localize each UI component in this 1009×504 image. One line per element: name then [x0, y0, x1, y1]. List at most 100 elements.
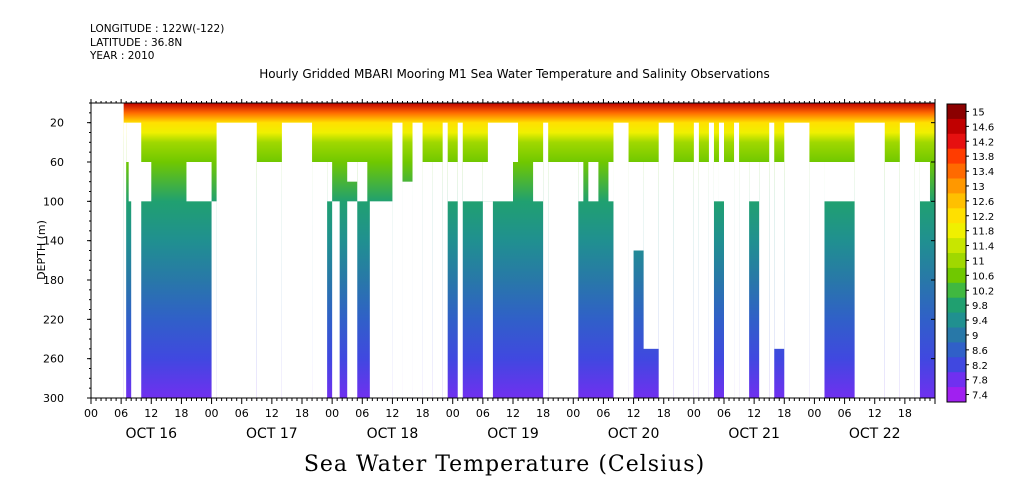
missing-data-block — [281, 122, 313, 399]
colorbar-swatch — [947, 163, 966, 179]
x-tick-label: 12 — [385, 407, 399, 420]
colorbar-swatch — [947, 133, 966, 150]
colorbar-swatch — [947, 208, 966, 224]
colorbar-swatch — [947, 312, 966, 328]
missing-data-block — [693, 122, 699, 399]
missing-data-block — [422, 162, 433, 398]
missing-data-block — [369, 201, 393, 398]
missing-data-block — [673, 162, 694, 398]
colorbar-swatch — [947, 118, 966, 135]
missing-data-block — [186, 162, 212, 202]
y-tick-label: 140 — [43, 235, 64, 248]
missing-data-block — [442, 122, 448, 399]
chart-title: Hourly Gridded MBARI Mooring M1 Sea Wate… — [259, 67, 770, 81]
missing-data-block — [628, 250, 634, 398]
missing-data-block — [718, 122, 724, 202]
x-day-label: OCT 17 — [246, 426, 298, 442]
colorbar-swatch — [947, 104, 966, 120]
missing-data-block — [588, 162, 599, 202]
missing-data-block — [392, 122, 403, 399]
missing-data-block — [211, 201, 217, 398]
missing-data-block — [131, 162, 142, 398]
missing-data-block — [548, 162, 579, 398]
missing-data-block — [749, 162, 760, 202]
latitude-label: LATITUDE : 36.8N — [90, 37, 183, 49]
x-tick-label: 00 — [446, 407, 460, 420]
missing-data-block — [312, 162, 328, 398]
colorbar-swatch — [947, 297, 966, 314]
missing-data-block — [457, 122, 463, 399]
colorbar-label: 11.4 — [972, 242, 994, 253]
missing-data-block — [123, 122, 127, 399]
colorbar-label: 9.4 — [972, 316, 988, 327]
missing-data-block — [332, 201, 340, 398]
x-tick-label: 18 — [295, 407, 309, 420]
y-tick-label: 300 — [43, 392, 64, 405]
missing-data-block — [347, 162, 358, 182]
missing-data-block — [854, 122, 885, 399]
colorbar-swatch — [947, 223, 966, 239]
x-day-label: OCT 20 — [608, 426, 660, 442]
missing-data-block — [462, 162, 483, 202]
missing-data-block — [734, 122, 740, 399]
colorbar-label: 11.8 — [972, 227, 994, 238]
colorbar-label: 9.8 — [972, 301, 988, 312]
x-tick-label: 18 — [416, 407, 430, 420]
colorbar-frame — [946, 103, 967, 403]
missing-data-block — [216, 122, 257, 399]
missing-data-block — [774, 162, 785, 349]
colorbar-swatch — [947, 193, 966, 209]
x-day-label: OCT 16 — [125, 426, 177, 442]
colorbar-label: 9 — [972, 331, 978, 342]
x-tick-label: 00 — [807, 407, 821, 420]
colorbar-swatch — [947, 178, 966, 194]
colorbar-label: 14.2 — [972, 137, 994, 148]
x-tick-label: 18 — [898, 407, 912, 420]
missing-data-block — [327, 162, 333, 202]
x-tick-label: 00 — [566, 407, 580, 420]
colorbar-label: 10.2 — [972, 286, 994, 297]
x-day-label: OCT 18 — [367, 426, 419, 442]
x-day-label: OCT 21 — [728, 426, 780, 442]
missing-data-block — [128, 162, 152, 202]
colorbar-label: 12.2 — [972, 212, 994, 223]
missing-data-block — [759, 162, 770, 398]
missing-data-block — [256, 162, 282, 398]
colorbar-label: 8.2 — [972, 361, 988, 372]
colorbar-label: 12.6 — [972, 197, 994, 208]
colorbar-label: 8.6 — [972, 346, 988, 357]
colorbar-label: 11 — [972, 256, 985, 267]
missing-data-layer — [91, 103, 930, 399]
colorbar-swatch — [947, 253, 966, 269]
colorbar-swatch — [947, 342, 966, 358]
y-tick-label: 100 — [43, 195, 64, 208]
missing-data-block — [347, 201, 358, 398]
x-tick-label: 06 — [838, 407, 852, 420]
missing-data-block — [784, 122, 810, 399]
colorbar-swatch — [947, 267, 966, 284]
missing-data-block — [658, 122, 674, 399]
x-day-label: OCT 19 — [487, 426, 539, 442]
variable-title: Sea Water Temperature (Celsius) — [303, 452, 706, 477]
missing-data-block — [914, 162, 920, 398]
y-tick-label: 260 — [43, 353, 64, 366]
missing-data-block — [482, 201, 493, 398]
colorbar-swatch — [947, 387, 966, 403]
missing-data-block — [698, 162, 709, 398]
x-tick-label: 18 — [777, 407, 791, 420]
missing-data-block — [543, 122, 549, 399]
missing-data-block — [628, 162, 644, 251]
x-tick-label: 06 — [114, 407, 128, 420]
missing-data-block — [91, 103, 124, 398]
x-tick-label: 00 — [84, 407, 98, 420]
y-tick-label: 180 — [43, 274, 64, 287]
colorbar-swatch — [947, 357, 966, 373]
missing-data-block — [482, 162, 513, 202]
y-tick-label: 60 — [50, 156, 64, 169]
missing-data-block — [126, 122, 142, 162]
x-tick-label: 12 — [627, 407, 641, 420]
x-tick-label: 12 — [747, 407, 761, 420]
x-tick-label: 18 — [657, 407, 671, 420]
y-axis-label: DEPTH (m) — [35, 220, 48, 280]
